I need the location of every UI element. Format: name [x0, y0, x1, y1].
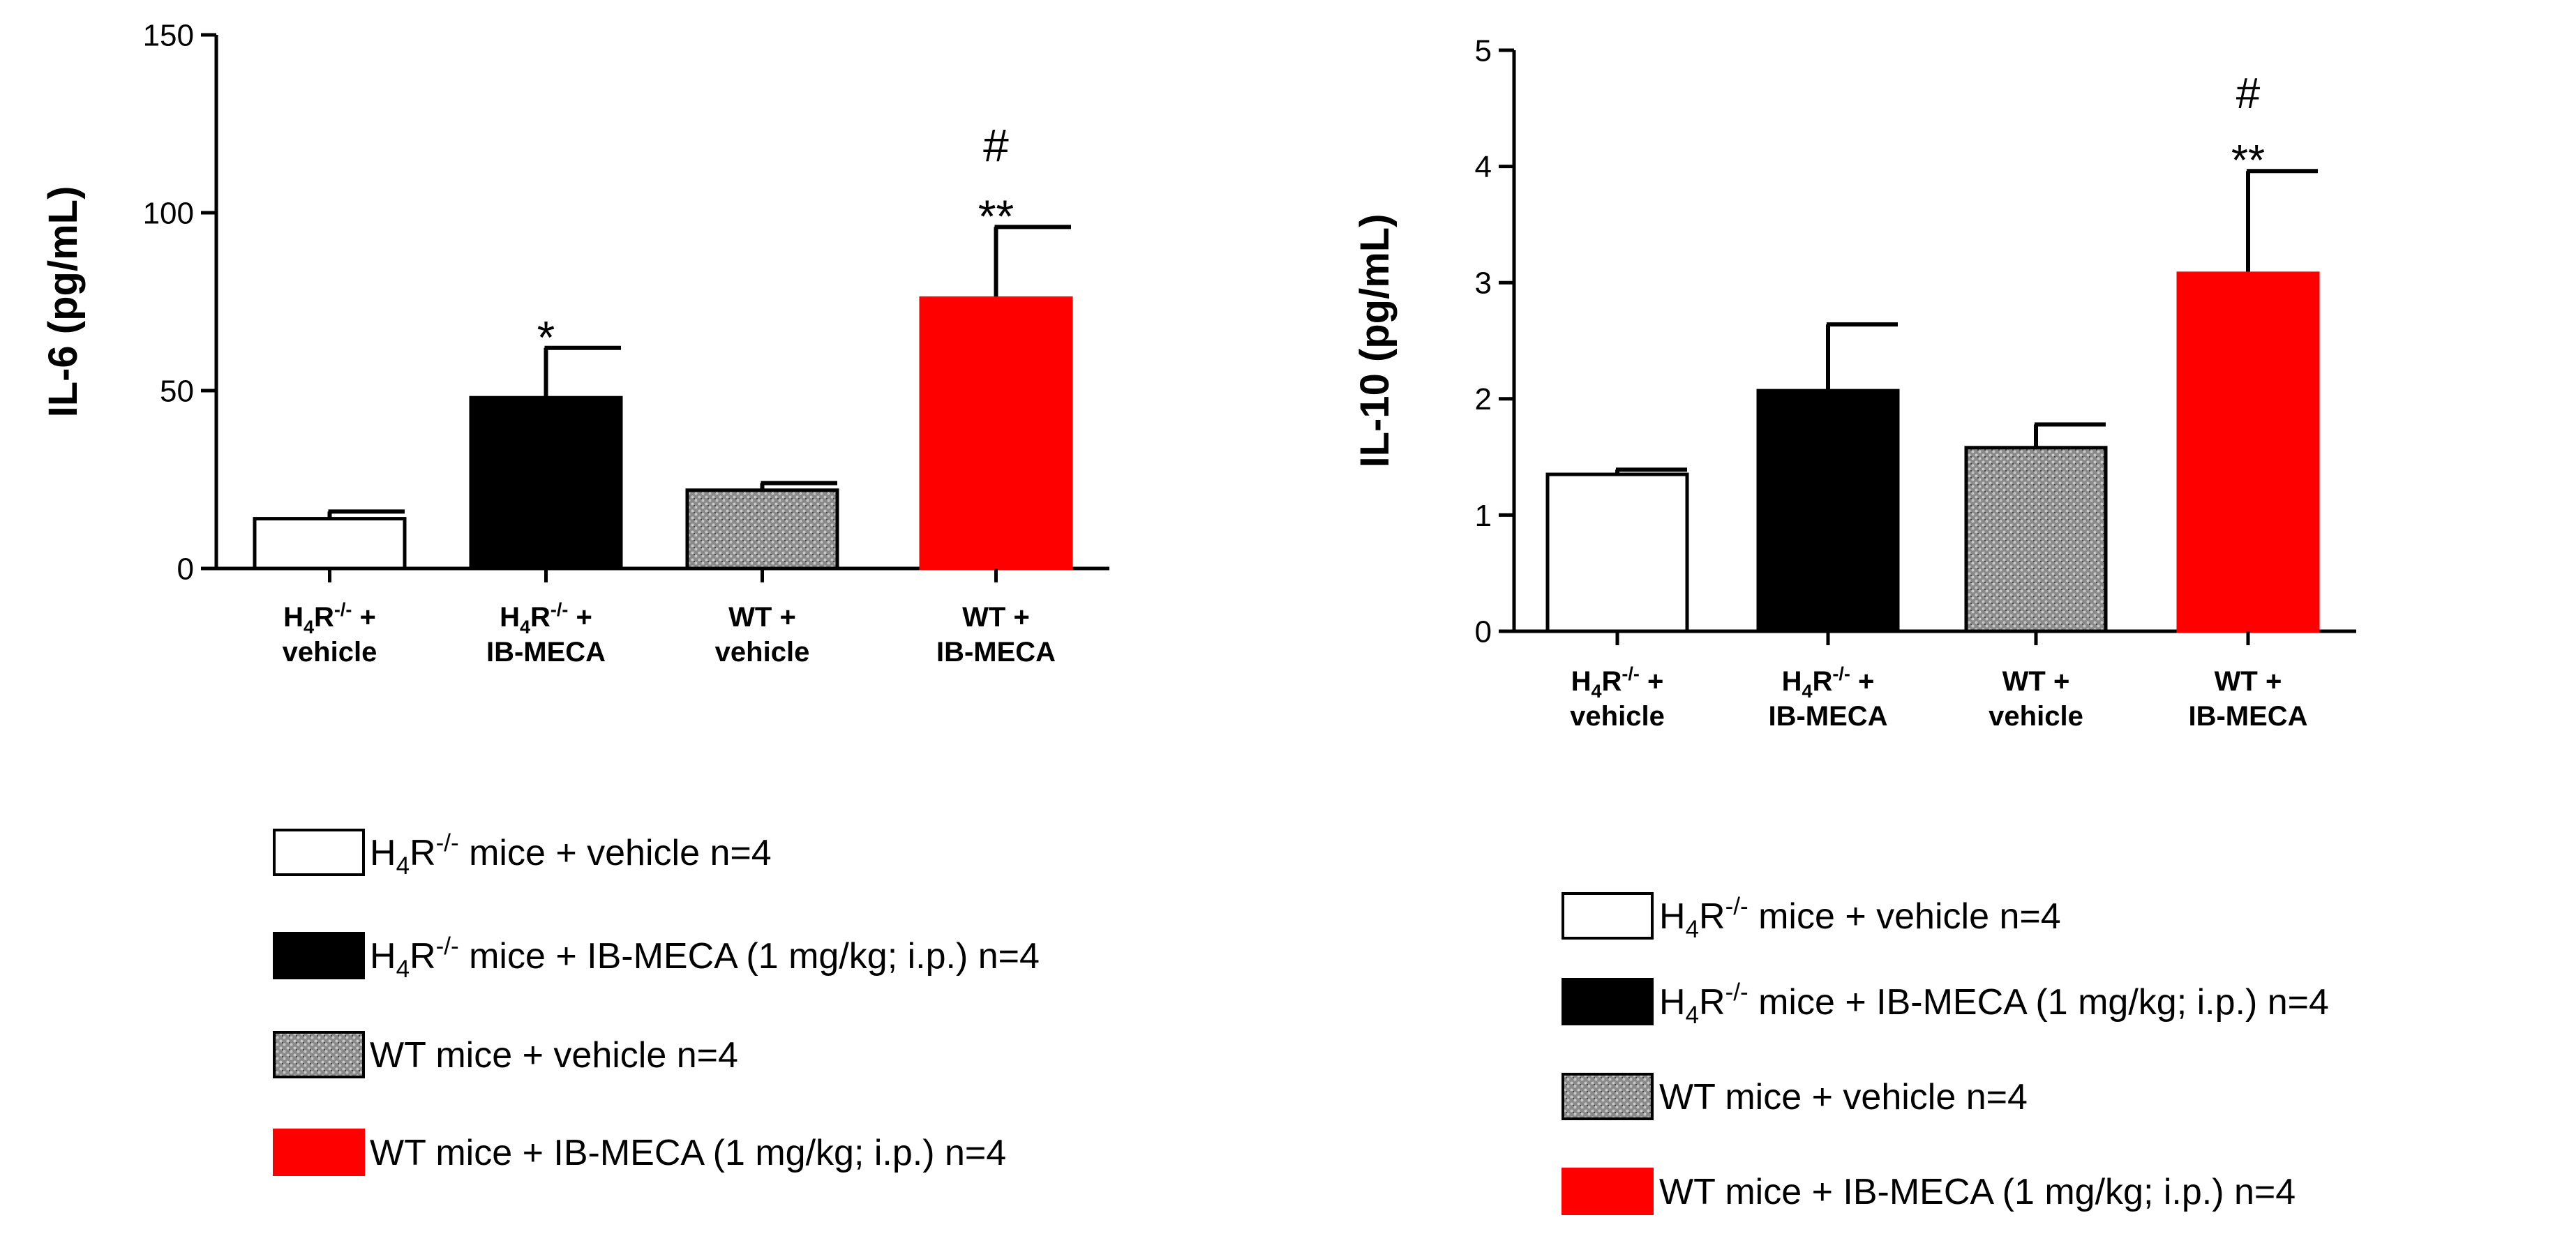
chart2-category-label: IB-MECA [2188, 701, 2307, 732]
chart1-y-tick-label: 0 [177, 552, 194, 586]
chart2-legend-swatch [1562, 1073, 1654, 1120]
chart2-bar [2176, 271, 2320, 633]
chart1-bar [253, 517, 407, 571]
chart2-y-tick-label: 4 [1475, 150, 1492, 184]
chart2-bar [1756, 389, 1900, 633]
chart1-significance-marker: * [537, 312, 555, 363]
chart2-y-axis-title: IL-10 (pg/mL) [1352, 213, 1398, 467]
chart2-bar [1964, 446, 2108, 633]
chart2-significance-marker: # [2236, 70, 2261, 118]
chart1-category-label: H4R-/- + [500, 599, 592, 638]
chart2-legend-label: WT mice + vehicle n=4 [1659, 1077, 2028, 1117]
chart1-significance-marker: # [983, 119, 1009, 171]
chart2-legend-swatch [1562, 1168, 1654, 1215]
chart1-legend-label: H4R-/- mice + IB-MECA (1 mg/kg; i.p.) n=… [370, 933, 1040, 983]
chart2-bar [1545, 472, 1689, 633]
chart2-y-tick-label: 1 [1475, 499, 1492, 533]
chart1-y-tick-label: 100 [143, 196, 194, 230]
chart2-y-tick-label: 0 [1475, 615, 1492, 649]
chart2-significance-marker: ** [2231, 137, 2265, 185]
chart2-legend-label: H4R-/- mice + vehicle n=4 [1659, 893, 2061, 943]
chart1-category-label: WT + [962, 602, 1030, 633]
chart2-category-label: vehicle [1989, 701, 2083, 732]
chart1-category-label: vehicle [283, 637, 377, 668]
chart2-y-tick-label: 5 [1475, 33, 1492, 68]
chart1-category-label: WT + [728, 602, 796, 633]
chart1-legend-label: WT mice + IB-MECA (1 mg/kg; i.p.) n=4 [370, 1133, 1006, 1173]
chart1-category-label: IB-MECA [486, 637, 606, 668]
chart1-category-label: H4R-/- + [283, 599, 376, 638]
chart2-category-label: H4R-/- + [1571, 663, 1664, 702]
chart1-legend-swatch [273, 932, 365, 979]
chart1-y-tick-label: 150 [143, 18, 194, 52]
chart1-legend-label: WT mice + vehicle n=4 [370, 1035, 738, 1076]
chart2-category-label: WT + [2215, 666, 2282, 697]
chart2-category-label: H4R-/- + [1782, 663, 1875, 702]
chart1-y-axis-title: IL-6 (pg/mL) [40, 186, 86, 418]
chart2-legend-swatch [1562, 892, 1654, 940]
chart1-y-tick-label: 50 [160, 374, 194, 408]
chart2-category-label: IB-MECA [1768, 701, 1887, 732]
chart2-category-label: WT + [2002, 666, 2070, 697]
chart1-bar [919, 296, 1073, 571]
chart1-category-label: vehicle [715, 637, 810, 668]
chart2-legend-label: H4R-/- mice + IB-MECA (1 mg/kg; i.p.) n=… [1659, 979, 2329, 1029]
chart2-legend-label: WT mice + IB-MECA (1 mg/kg; i.p.) n=4 [1659, 1172, 2296, 1212]
chart2-legend-swatch [1562, 978, 1654, 1025]
chart1-category-label: IB-MECA [936, 637, 1056, 668]
chart1-significance-marker: ** [978, 190, 1014, 242]
chart1-bar [469, 395, 623, 571]
chart1-legend-label: H4R-/- mice + vehicle n=4 [370, 829, 772, 880]
chart1-legend-swatch [273, 1031, 365, 1078]
chart2-y-tick-label: 2 [1475, 382, 1492, 416]
chart1-bar [685, 488, 839, 571]
chart1-legend-swatch [273, 829, 365, 876]
chart2-y-tick-label: 3 [1475, 266, 1492, 301]
chart1-legend-swatch [273, 1129, 365, 1176]
chart2-category-label: vehicle [1570, 701, 1665, 732]
